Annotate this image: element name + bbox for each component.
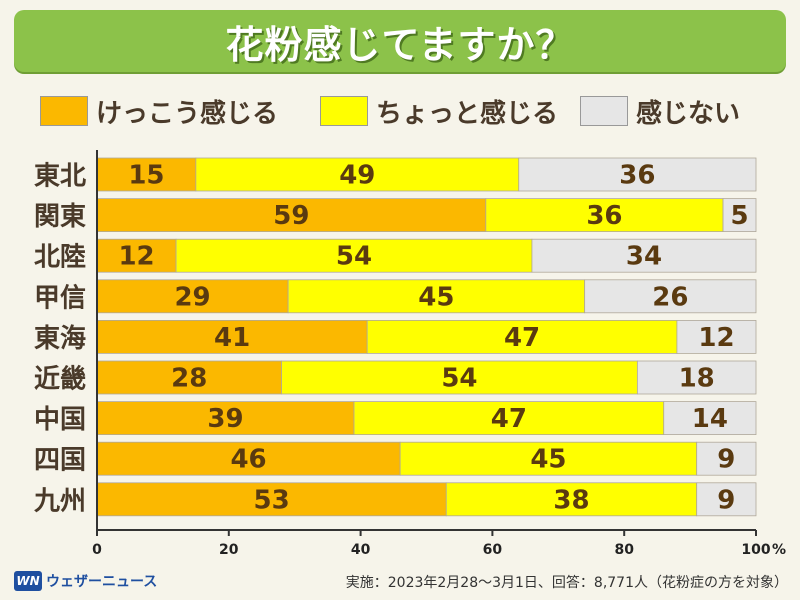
data-label: 29 bbox=[174, 282, 210, 312]
data-label: 18 bbox=[679, 364, 715, 394]
category-label: 東海 bbox=[34, 324, 86, 354]
category-label: 関東 bbox=[34, 202, 86, 232]
bar-segment bbox=[366, 319, 678, 354]
data-label: 46 bbox=[230, 445, 266, 475]
data-label: 45 bbox=[530, 445, 566, 475]
legend-item-none: 感じない bbox=[580, 94, 741, 129]
data-label: 15 bbox=[128, 161, 164, 191]
bar-segment bbox=[353, 401, 665, 436]
bar-segment bbox=[676, 319, 757, 354]
chart-title: 花粉感じてますか？ bbox=[225, 22, 575, 67]
data-label: 26 bbox=[652, 282, 688, 312]
legend-label-none: 感じない bbox=[636, 98, 741, 129]
x-unit-label: % bbox=[772, 542, 786, 558]
bar-segment bbox=[175, 238, 533, 273]
data-label: 14 bbox=[692, 404, 728, 434]
data-label: 54 bbox=[441, 364, 477, 394]
bar-segment bbox=[96, 482, 447, 517]
bar-segment bbox=[96, 360, 282, 395]
data-label: 53 bbox=[254, 485, 290, 515]
x-tick-label: 0 bbox=[92, 542, 102, 558]
category-label: 中国 bbox=[34, 405, 86, 435]
legend-item-strong: けっこう感じる bbox=[40, 94, 279, 129]
bar-segment bbox=[696, 441, 757, 476]
x-tick-label: 60 bbox=[483, 542, 503, 558]
data-label: 36 bbox=[586, 201, 622, 231]
bar-segment bbox=[96, 198, 487, 233]
bar-segment bbox=[584, 279, 757, 314]
legend-swatch-slight bbox=[320, 96, 368, 126]
x-tick-label: 40 bbox=[351, 542, 371, 558]
data-label: 49 bbox=[339, 161, 375, 191]
category-label: 四国 bbox=[34, 446, 86, 476]
bar-segment bbox=[96, 157, 197, 192]
bar-segment bbox=[722, 198, 757, 233]
data-label: 9 bbox=[717, 485, 735, 515]
data-label: 47 bbox=[504, 323, 540, 353]
data-label: 45 bbox=[418, 282, 454, 312]
data-label: 5 bbox=[730, 201, 748, 231]
bar-segment bbox=[663, 401, 757, 436]
bar-segment bbox=[518, 157, 757, 192]
legend-swatch-strong bbox=[40, 96, 88, 126]
bar-segment bbox=[445, 482, 698, 517]
legend-item-slight: ちょっと感じる bbox=[320, 94, 559, 129]
bar-segment bbox=[696, 482, 757, 517]
bar-segment bbox=[287, 279, 586, 314]
bar-segment bbox=[485, 198, 724, 233]
data-label: 34 bbox=[626, 242, 662, 272]
logo-mark: WN bbox=[14, 571, 42, 591]
x-tick-label: 80 bbox=[614, 542, 634, 558]
survey-note: 実施：2023年2月28～3月1日、回答：8,771人（花粉症の方を対象） bbox=[345, 575, 788, 591]
title-banner: 花粉感じてますか？ bbox=[14, 10, 786, 72]
data-label: 47 bbox=[491, 404, 527, 434]
bar-segment bbox=[195, 157, 520, 192]
category-label: 甲信 bbox=[34, 283, 86, 313]
data-label: 12 bbox=[118, 242, 154, 272]
category-label: 九州 bbox=[33, 486, 86, 516]
legend-swatch-none bbox=[580, 96, 628, 126]
logo-text: ウェザーニュース bbox=[46, 574, 158, 590]
data-label: 38 bbox=[553, 485, 589, 515]
data-label: 36 bbox=[619, 161, 655, 191]
legend: けっこう感じる ちょっと感じる 感じない bbox=[40, 94, 780, 129]
data-label: 54 bbox=[336, 242, 372, 272]
data-label: 28 bbox=[171, 364, 207, 394]
category-label: 北陸 bbox=[34, 243, 86, 273]
x-tick-label: 100 bbox=[741, 542, 770, 558]
data-label: 41 bbox=[214, 323, 250, 353]
bar-segment bbox=[281, 360, 638, 395]
data-label: 59 bbox=[273, 201, 309, 231]
category-label: 東北 bbox=[34, 162, 86, 192]
legend-label-slight: ちょっと感じる bbox=[376, 98, 559, 129]
bar-segment bbox=[96, 238, 177, 273]
data-label: 39 bbox=[207, 404, 243, 434]
data-label: 12 bbox=[698, 323, 734, 353]
bar-segment bbox=[636, 360, 757, 395]
weathernews-logo: WN ウェザーニュース bbox=[14, 570, 157, 592]
bar-segment bbox=[531, 238, 757, 273]
x-tick-label: 20 bbox=[219, 542, 239, 558]
legend-label-strong: けっこう感じる bbox=[96, 98, 279, 129]
category-label: 近畿 bbox=[34, 365, 86, 395]
data-label: 9 bbox=[717, 445, 735, 475]
